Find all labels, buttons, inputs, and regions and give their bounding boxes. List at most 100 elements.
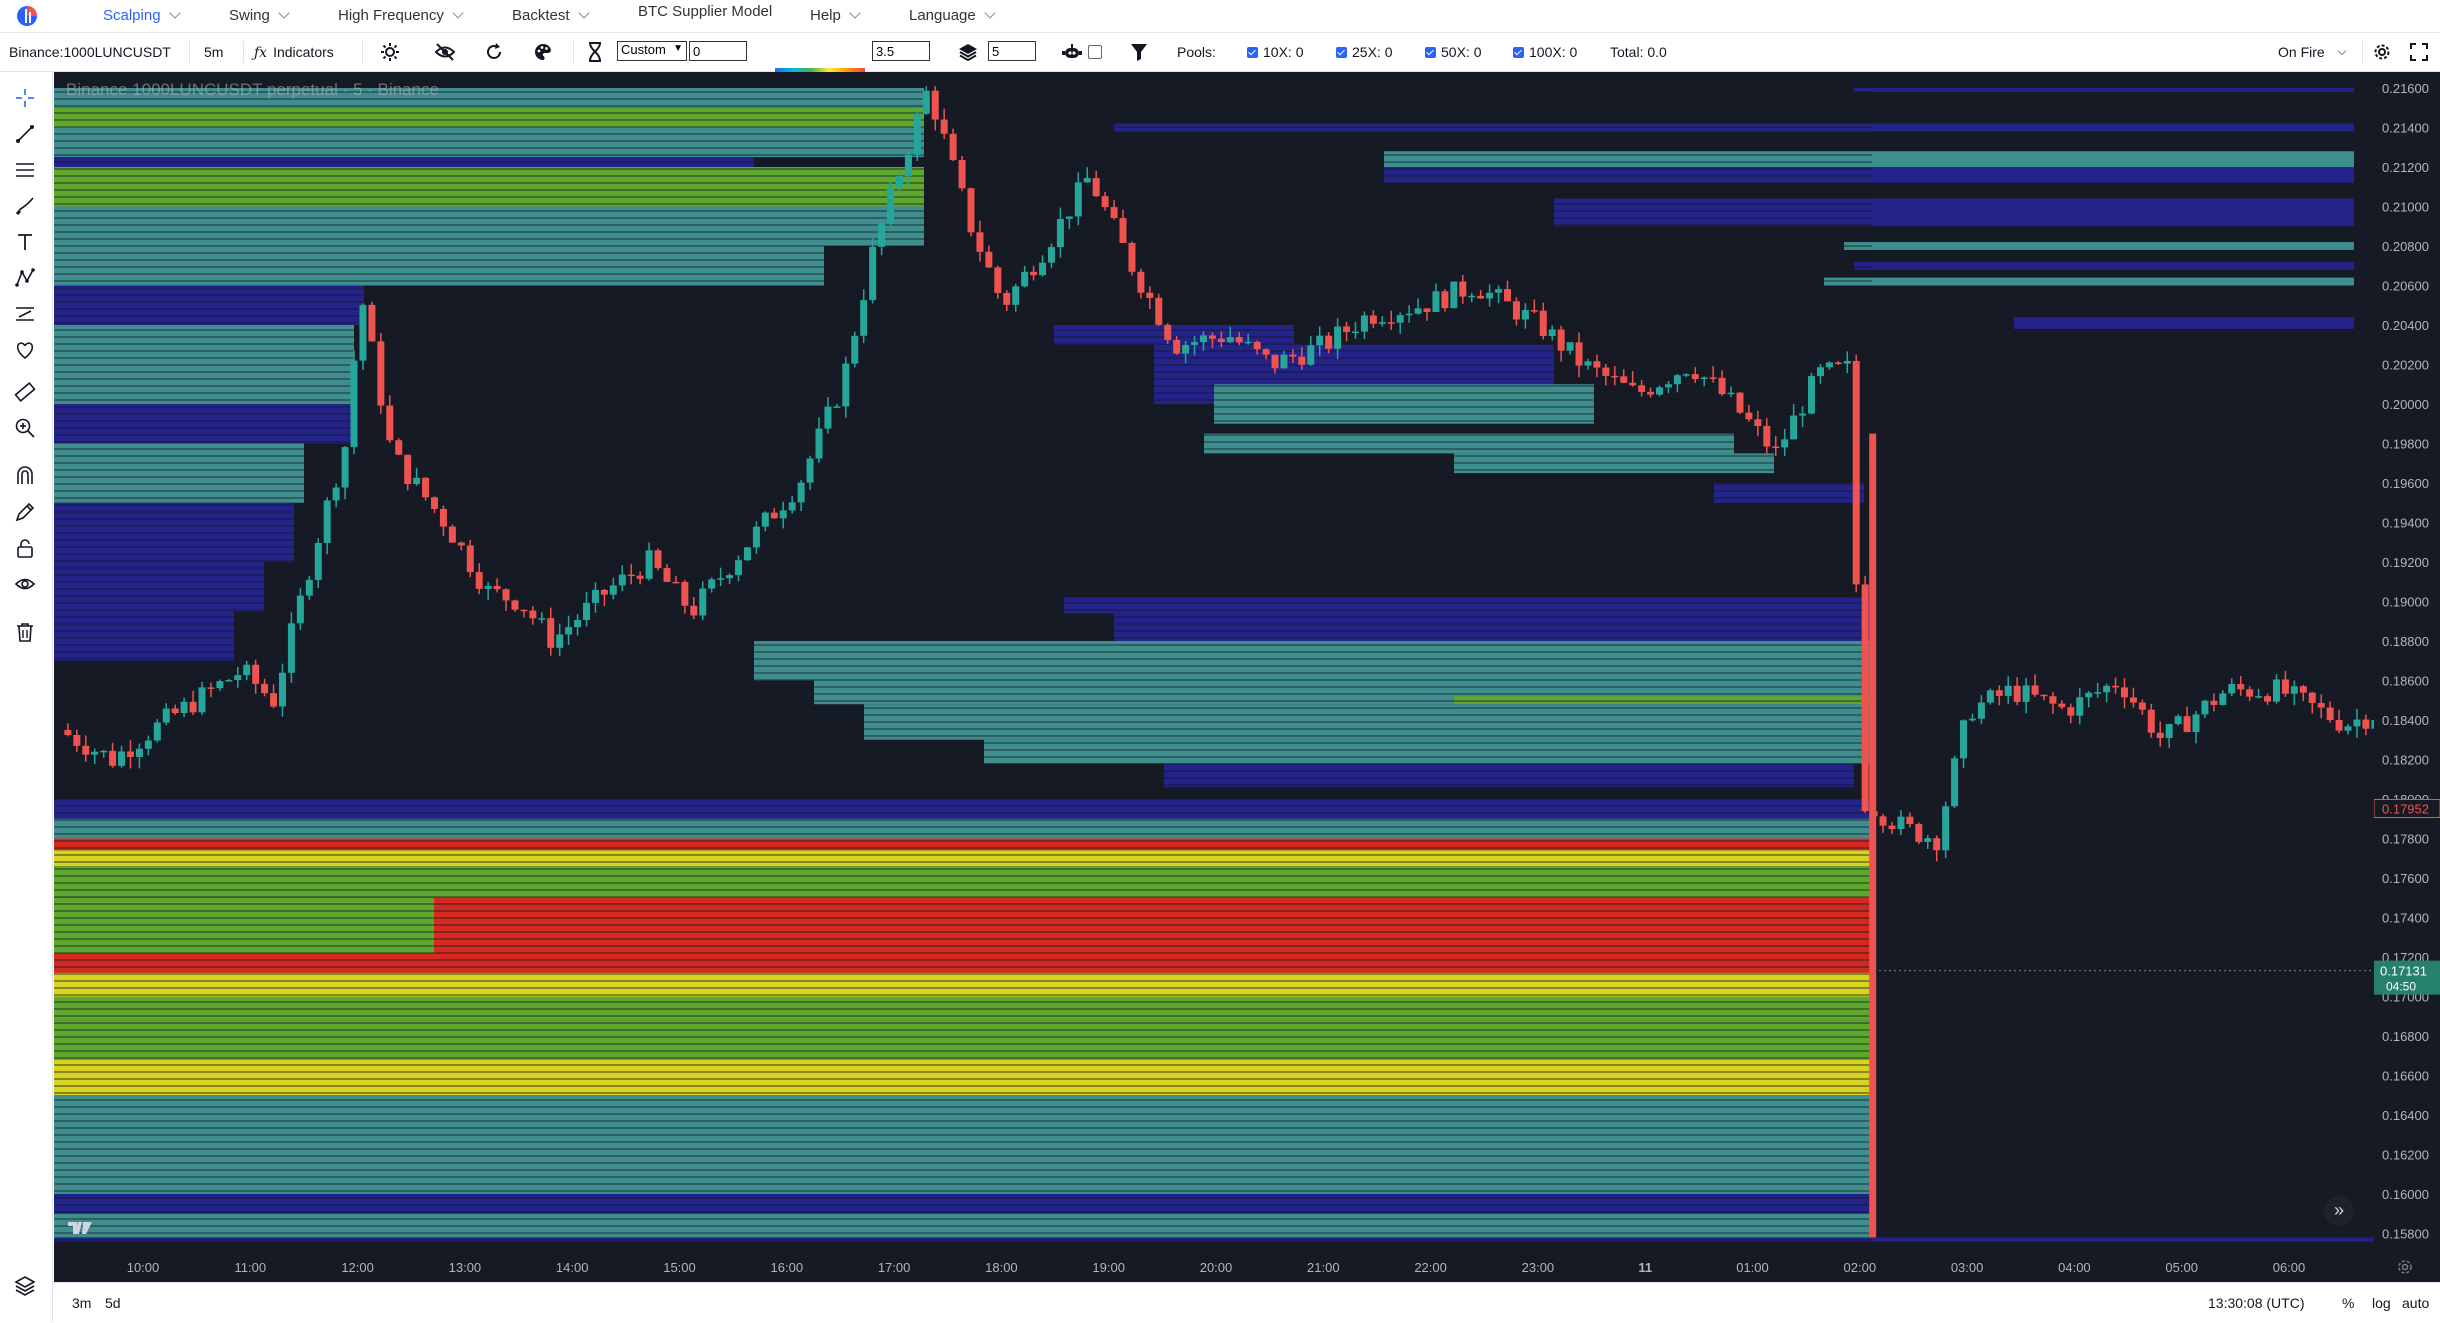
ruler-icon[interactable] [10,378,40,406]
candle [466,539,474,578]
brush-icon[interactable] [10,192,40,220]
pool-25x-label: 25X: 0 [1352,44,1393,60]
candle-body [2129,697,2137,703]
candle-body [1334,326,1342,349]
menu-swing[interactable]: Swing [229,0,290,32]
heatmap-band [54,1020,1872,1060]
menu-backtest[interactable]: Backtest [512,0,590,32]
axis-settings-gear-icon[interactable] [2396,1258,2414,1281]
heatmap-band [54,1154,1872,1194]
range-5d-button[interactable]: 5d [105,1295,121,1311]
menu-scalping[interactable]: Scalping [103,0,181,32]
candle-body [1307,345,1315,365]
fullscreen-icon[interactable] [2410,43,2428,66]
theme-select[interactable]: On Fire [2278,33,2346,71]
menu-language[interactable]: Language [909,0,996,32]
eye-off-icon[interactable] [434,42,456,67]
candle [1414,298,1422,315]
filter-icon[interactable] [1130,42,1148,67]
utc-clock[interactable]: 13:30:08 (UTC) [2208,1295,2305,1311]
menu-btc-supplier-model[interactable]: BTC Supplier Model [638,0,772,28]
range-3m-button[interactable]: 3m [72,1295,92,1311]
candle [735,555,743,582]
horizontal-lines-icon[interactable] [10,156,40,184]
pool-25x-toggle[interactable]: 25X: 0 [1336,33,1392,71]
candle-body [591,589,599,603]
candle-body [1441,291,1449,309]
menu-help[interactable]: Help [810,0,861,32]
pool-100x-toggle[interactable]: 100X: 0 [1513,33,1577,71]
candle [2129,687,2137,708]
candle [797,479,805,512]
candle [2067,703,2075,724]
candle-body [1593,361,1601,368]
indicators-button[interactable]: ƒx Indicators [254,33,334,71]
tradingview-logo[interactable] [68,1220,92,1241]
candle [225,678,233,682]
magnet-icon[interactable] [10,462,40,490]
forecast-icon[interactable] [10,300,40,328]
eye-icon[interactable] [10,570,40,598]
pattern-icon[interactable] [10,264,40,292]
text-tool-icon[interactable] [10,228,40,256]
heatmap-chart[interactable]: Binance 1000LUNCUSDT perpetual · 5 · Bin… [54,72,2374,1282]
candle [699,581,707,621]
pool-50x-toggle[interactable]: 50X: 0 [1425,33,1481,71]
candle-body [1647,391,1655,395]
candle-body [1539,310,1547,336]
chart-canvas[interactable] [54,72,2374,1252]
pools-label: Pools: [1177,44,1216,60]
settings-sun-icon[interactable] [380,42,400,67]
candle [1772,435,1780,456]
candle [2317,694,2325,719]
menu-high-frequency[interactable]: High Frequency [338,0,464,32]
candle [1915,822,1923,845]
candle-body [484,585,492,589]
candle-body [1396,315,1404,323]
auto-toggle[interactable]: auto [2402,1295,2430,1311]
zoom-in-icon[interactable] [10,414,40,442]
robot-toggle-checkbox[interactable] [1088,45,1102,59]
palette-icon[interactable] [533,42,553,67]
trend-line-icon[interactable] [10,120,40,148]
app-logo[interactable] [16,5,38,27]
range-type-select[interactable]: Custom ▼ [617,41,687,61]
interval-select[interactable]: 5m [204,44,224,60]
candle [958,155,966,192]
percent-toggle[interactable]: % [2342,1295,2355,1311]
gradient-value-input[interactable] [872,41,930,61]
refresh-icon[interactable] [484,42,504,67]
log-toggle[interactable]: log [2372,1295,2391,1311]
range-value-input[interactable] [689,41,747,61]
price-axis[interactable]: 0.21600 0.21400 0.21200 0.21000 0.20800 0.206… [2373,72,2440,1282]
candle-body [1199,335,1207,343]
candle-body [135,748,143,757]
candle-body [377,341,385,406]
time-tick-label: 05:00 [2165,1260,2198,1275]
scroll-to-realtime-button[interactable]: » [2324,1196,2354,1226]
price-tick-label: 0.19200 [2382,555,2429,570]
object-tree-icon[interactable] [10,1272,40,1300]
candle-body [2264,696,2272,702]
time-axis[interactable]: 10:00 11:00 12:00 13:00 14:00 15:00 16:00 17:00… [54,1252,2374,1282]
candle [422,477,430,501]
pool-10x-label: 10X: 0 [1263,44,1304,60]
candle [824,397,832,434]
gear-icon[interactable] [2372,42,2392,67]
pencil-lock-icon[interactable] [10,498,40,526]
candle-body [520,609,528,612]
candle [1083,167,1091,183]
candle [1852,354,1860,593]
candle [1378,316,1386,327]
heart-icon[interactable] [10,336,40,364]
trash-icon[interactable] [10,618,40,646]
candle-body [913,113,921,155]
pool-10x-toggle[interactable]: 10X: 0 [1247,33,1303,71]
symbol-search[interactable]: Binance:1000LUNCUSDT [9,44,171,60]
candle-body [1575,342,1583,366]
layers-input[interactable] [988,41,1036,61]
crosshair-icon[interactable] [10,84,40,112]
candle [1101,191,1109,211]
candle-body [1164,324,1172,341]
lock-icon[interactable] [10,534,40,562]
